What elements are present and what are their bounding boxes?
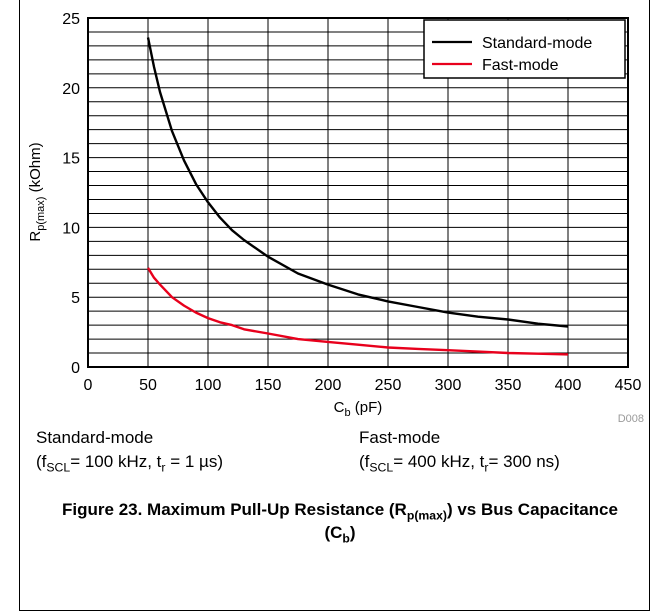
y-tick-label: 5 xyxy=(71,290,80,307)
plot-area xyxy=(87,17,629,368)
y-tick-label: 10 xyxy=(62,220,80,237)
series-layer xyxy=(146,37,569,356)
standard-mode-params: (fSCL= 100 kHz, tr = 1 µs) xyxy=(36,452,223,475)
y-tick-label: 0 xyxy=(71,360,80,377)
figure-caption: Figure 23. Maximum Pull-Up Resistance (R… xyxy=(62,500,618,546)
series-line-fast-mode xyxy=(146,267,569,356)
series-line-standard-mode xyxy=(146,37,569,328)
y-tick-label: 15 xyxy=(62,151,80,168)
x-tick-label: 300 xyxy=(435,377,462,394)
x-tick-label: 150 xyxy=(255,377,282,394)
figure-frame xyxy=(19,0,650,611)
legend-label-standard-mode: Standard-mode xyxy=(482,35,592,52)
y-tick-label: 25 xyxy=(62,11,80,28)
x-tick-label: 350 xyxy=(495,377,522,394)
x-tick-label: 250 xyxy=(375,377,402,394)
x-axis-label: Cb (pF) xyxy=(334,399,383,419)
x-tick-label: 0 xyxy=(84,377,93,394)
fast-mode-title: Fast-mode xyxy=(359,428,441,447)
x-tick-label: 450 xyxy=(615,377,642,394)
tick-labels: 0 50 100 150 200 250 300 350 400 450 0 5 10 15 20 25 xyxy=(62,11,641,394)
x-tick-label: 50 xyxy=(139,377,157,394)
fast-mode-conditions: Fast-mode (fSCL= 400 kHz, tr= 300 ns) xyxy=(359,426,560,474)
chart: 0 50 100 150 200 250 300 350 400 450 0 5 10 15 20 25 Cb… xyxy=(27,11,644,425)
grid xyxy=(88,18,628,367)
standard-mode-title: Standard-mode xyxy=(36,428,154,447)
legend-box xyxy=(423,19,626,79)
x-tick-label: 400 xyxy=(555,377,582,394)
y-tick-label: 20 xyxy=(62,81,80,98)
x-tick-label: 100 xyxy=(195,377,222,394)
legend: Standard-mode Fast-mode xyxy=(423,19,626,79)
x-tick-label: 200 xyxy=(315,377,342,394)
fast-mode-params: (fSCL= 400 kHz, tr= 300 ns) xyxy=(359,452,560,475)
source-id: D008 xyxy=(618,413,644,425)
y-axis-label: Rp(max) (kOhm) xyxy=(27,142,47,241)
legend-label-fast-mode: Fast-mode xyxy=(482,57,559,74)
standard-mode-conditions: Standard-mode (fSCL= 100 kHz, tr = 1 µs) xyxy=(36,426,223,474)
